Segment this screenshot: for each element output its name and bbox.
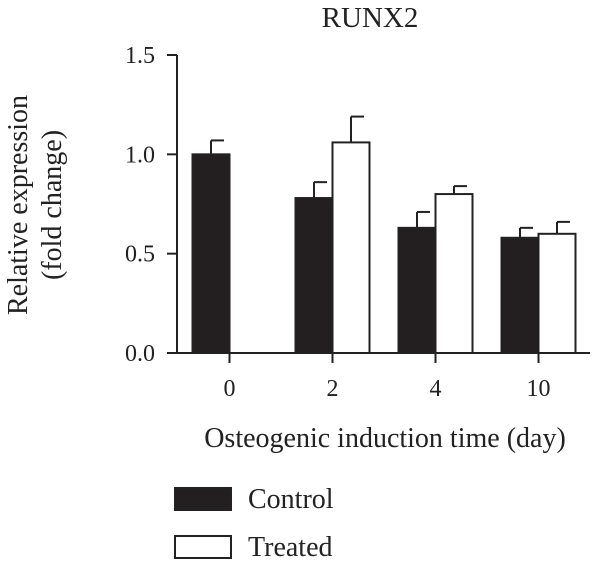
chart-title: RUNX2: [322, 2, 419, 34]
legend-label-control: Control: [248, 484, 334, 515]
x-tick-label: 10: [527, 376, 551, 402]
x-tick-label: 2: [327, 376, 339, 402]
y-tick-label: 1.5: [125, 43, 155, 69]
x-axis-label: Osteogenic induction time (day): [204, 423, 566, 454]
control-bar: [294, 197, 334, 354]
treated-bar: [331, 141, 371, 354]
y-tick-label: 0.0: [125, 341, 155, 367]
control-bar: [191, 153, 231, 354]
legend-swatch-control: [174, 487, 232, 511]
treated-bar: [434, 193, 474, 354]
y-tick-label: 0.5: [125, 242, 155, 268]
plot-area: 0.0 0.5 1.0 1.5 0 2 4 10: [125, 43, 590, 402]
legend: Control Treated: [174, 484, 334, 563]
x-tick-label: 4: [430, 376, 442, 402]
x-tick-label: 0: [224, 376, 236, 402]
legend-swatch-treated: [174, 535, 232, 559]
control-bar: [397, 226, 437, 354]
y-axis-label-line-2: (fold change): [37, 130, 68, 280]
legend-label-treated: Treated: [248, 532, 333, 563]
y-axis-label-line-1: Relative expression: [3, 95, 34, 315]
y-tick-label: 1.0: [125, 142, 155, 168]
treated-bar: [537, 232, 577, 354]
control-bar: [500, 236, 540, 354]
y-axis-label: Relative expression (fold change): [3, 95, 68, 315]
